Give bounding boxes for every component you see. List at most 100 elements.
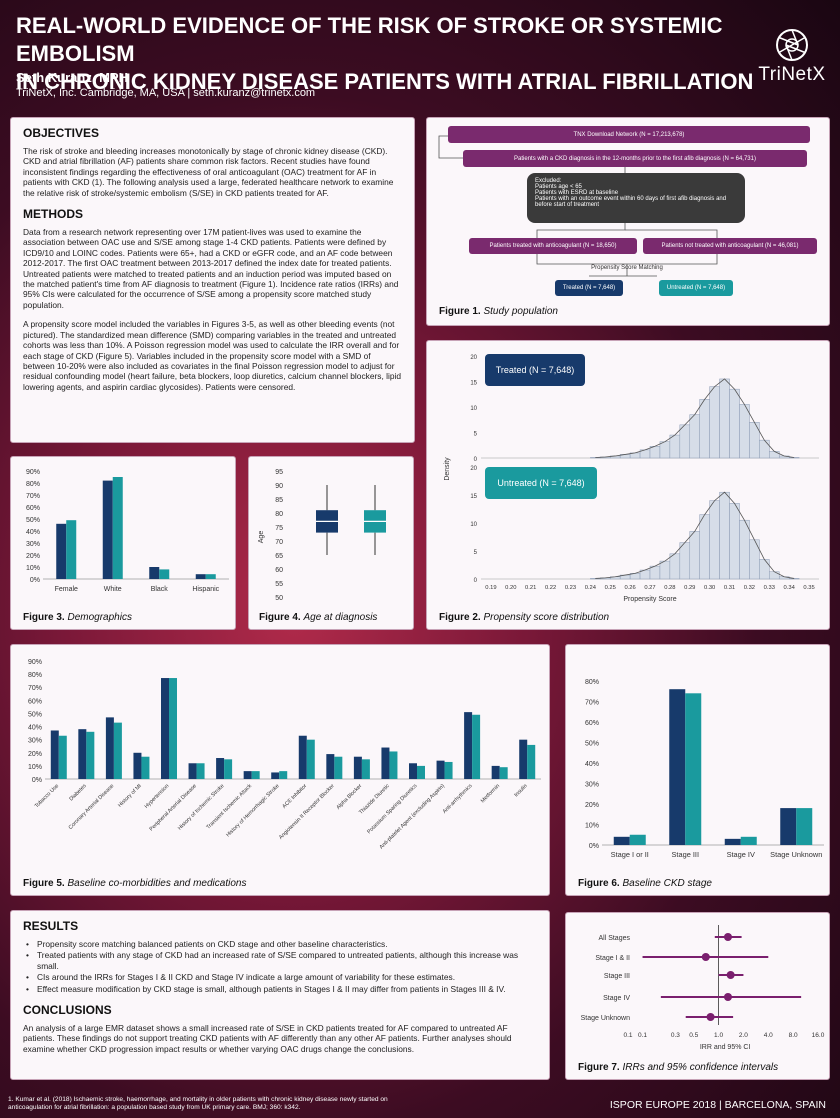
x-tick-label: 0.19 <box>485 585 496 591</box>
figure-1-caption: Figure 1. Study population <box>439 306 558 317</box>
flow-box-ckd-diagnosis: Patients with a CKD diagnosis in the 12-… <box>463 150 807 167</box>
y-tick-label: 50% <box>585 741 599 748</box>
treated-bar <box>102 480 113 579</box>
untreated-bar <box>159 569 170 579</box>
x-tick-label: 0.27 <box>644 585 655 591</box>
untreated-bar <box>112 477 123 579</box>
x-tick-label: Anti-arrhythmics <box>442 783 474 815</box>
excluded-item: Patients age < 65 <box>535 184 582 190</box>
y-tick-label: 5 <box>474 550 478 556</box>
untreated-bar <box>796 808 813 845</box>
untreated-bar <box>66 520 77 579</box>
y-tick-label: 40% <box>585 761 599 768</box>
treated-bar <box>149 567 160 579</box>
treated-bar <box>491 765 500 779</box>
flow-box-treated: Patients treated with anticoagulant (N =… <box>469 238 637 254</box>
methods-paragraph-2: A propensity score model included the va… <box>23 319 402 392</box>
treated-bar <box>464 712 473 779</box>
demographics-chart: 90% 80% 70% 60% 50% 40% 30% 20% 10% 0% Female White… <box>26 469 229 593</box>
x-tick-label: 0.1 <box>638 1032 647 1039</box>
untreated-bar <box>169 678 177 779</box>
untreated-bar <box>444 761 453 779</box>
y-tick-label: 0 <box>474 457 478 463</box>
treated-bar <box>56 523 67 579</box>
x-tick-label: 0.24 <box>585 585 597 591</box>
y-tick-label: 50 <box>275 595 283 602</box>
treated-bar <box>669 689 686 845</box>
x-tick-label: Insulin <box>513 783 528 798</box>
x-tick-label: 0.25 <box>605 585 616 591</box>
x-tick-label: 0.3 <box>671 1032 680 1039</box>
y-tick-label: 65 <box>275 553 283 560</box>
category-label: Stage Unknown <box>581 1015 631 1022</box>
histogram-bar <box>679 542 691 580</box>
y-tick-label: 80% <box>585 679 599 686</box>
histogram-bar <box>699 399 710 459</box>
x-tick-label: 0.28 <box>664 585 675 591</box>
histogram-bar <box>719 491 730 580</box>
excluded-item: Patients with an outcome event within 60… <box>535 196 727 208</box>
psm-label: Propensity Score Matching <box>591 265 663 271</box>
excluded-item: Patients with ESRD at baseline <box>535 190 619 196</box>
untreated-bar <box>58 735 67 779</box>
x-tick-label: History of Ischemic Stroke <box>177 783 226 832</box>
y-tick-label: 0% <box>589 843 599 850</box>
y-tick-label: 10 <box>470 406 477 412</box>
x-tick-label: 0.34 <box>784 585 796 591</box>
histogram-bar <box>709 386 720 459</box>
results-bullet: Propensity score matching balanced patie… <box>23 939 537 950</box>
figure-3-panel: 90% 80% 70% 60% 50% 40% 30% 20% 10% 0% Female White… <box>10 456 236 630</box>
x-tick-label: Potassium Sparing Diuretics <box>366 783 418 835</box>
y-tick-label: 60% <box>585 720 599 727</box>
x-tick-label: 0.22 <box>545 585 556 591</box>
x-tick-label: Stage Unknown <box>770 850 822 859</box>
histogram-bar <box>669 434 681 459</box>
untreated-bar <box>113 722 122 779</box>
untreated-bar <box>205 574 216 579</box>
y-tick-label: 20% <box>585 802 599 809</box>
figure-4-caption: Figure 4. Age at diagnosis <box>259 612 378 623</box>
histogram-bar <box>699 514 710 580</box>
y-tick-label: 55 <box>275 581 283 588</box>
y-tick-label: 60 <box>275 567 283 574</box>
untreated-bar <box>417 765 425 779</box>
methods-heading: METHODS <box>23 207 83 222</box>
y-tick-label: 10% <box>585 823 599 830</box>
irr-point <box>726 971 735 979</box>
x-tick-label: Hispanic <box>192 586 219 593</box>
y-axis-label: Density <box>444 457 451 481</box>
x-tick-label: History of Hemorrhagic Stroke <box>225 783 280 838</box>
y-tick-label: 90% <box>26 469 40 476</box>
untreated-bar <box>472 714 481 779</box>
aperture-icon <box>776 29 808 61</box>
results-list: Propensity score matching balanced patie… <box>23 939 537 994</box>
y-tick-label: 0% <box>32 777 42 784</box>
density-curve <box>595 491 795 579</box>
y-tick-label: 75 <box>275 525 283 532</box>
results-conclusions-panel: RESULTS Propensity score matching balanc… <box>10 910 550 1080</box>
histogram-bar <box>788 457 800 459</box>
irr-point <box>706 1013 715 1021</box>
x-tick-label: Stage I or II <box>611 850 649 859</box>
y-tick-label: 15 <box>470 381 477 387</box>
figure-1-panel: TNX Download Network (N = 17,213,678) Pa… <box>426 117 830 326</box>
x-tick-label: Tobacco Use <box>34 783 60 809</box>
trinetx-logo: TriNetX <box>752 28 832 92</box>
y-tick-label: 70% <box>585 700 599 707</box>
irr-point <box>723 993 732 1001</box>
category-label: Stage III <box>604 973 630 980</box>
density-curve <box>595 378 795 458</box>
y-tick-label: 60% <box>28 698 42 705</box>
y-tick-label: 50% <box>28 711 42 718</box>
histogram-bar <box>719 378 730 459</box>
figure-7-panel: All Stages Stage I & II Stage III Stage IV S… <box>565 912 830 1080</box>
treated-bar <box>195 574 206 579</box>
y-tick-label: 40% <box>28 725 42 732</box>
untreated-legend-box: Untreated (N = 7,648) <box>485 467 597 499</box>
x-axis-label: Propensity Score <box>623 596 676 603</box>
flow-box-untreated: Patients not treated with anticoagulant … <box>643 238 817 254</box>
y-tick-label: 10% <box>28 764 42 771</box>
results-heading: RESULTS <box>23 919 79 933</box>
objectives-heading: OBJECTIVES <box>23 126 100 140</box>
histogram-bar <box>729 503 740 580</box>
